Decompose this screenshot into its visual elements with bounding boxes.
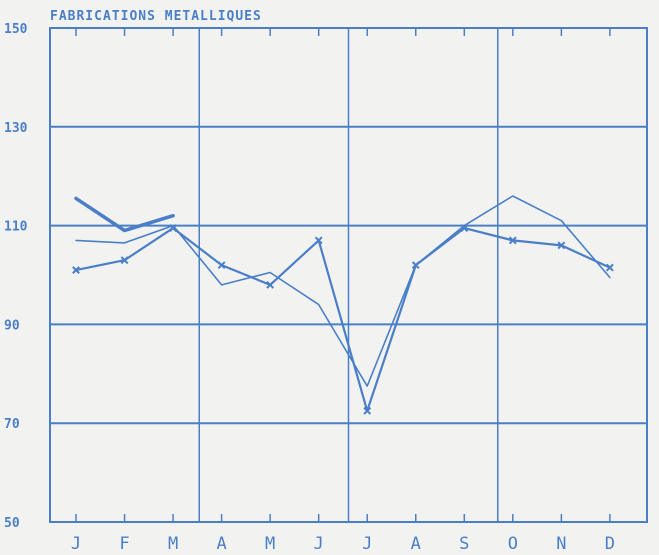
series-3-point xyxy=(605,263,614,272)
y-tick-label: 70 xyxy=(4,417,20,432)
x-tick-label: F xyxy=(119,534,129,554)
series-3-point xyxy=(411,261,420,270)
y-tick-label: 90 xyxy=(4,318,20,333)
x-tick-label: O xyxy=(508,534,518,554)
series-3-point xyxy=(557,241,566,250)
chart-series xyxy=(72,195,614,415)
x-tick-label: J xyxy=(362,534,372,554)
series-3-point xyxy=(363,406,372,415)
x-tick-label: A xyxy=(216,534,226,554)
y-tick-label: 150 xyxy=(4,22,28,37)
y-tick-label: 110 xyxy=(4,220,28,235)
series-3-line xyxy=(74,227,612,412)
series-3-point xyxy=(217,261,226,270)
series-3-point xyxy=(508,236,517,245)
x-tick-label: A xyxy=(411,534,421,554)
x-tick-label: D xyxy=(605,534,615,554)
chart-grid xyxy=(49,27,648,523)
x-tick-label: J xyxy=(71,534,81,554)
x-tick-label: M xyxy=(265,534,275,554)
series-3-point xyxy=(314,236,323,245)
y-tick-label: 130 xyxy=(4,121,28,136)
series-1-line xyxy=(74,196,175,233)
y-axis-ticks: 150 130 110 90 70 50 xyxy=(4,22,28,531)
series-3-point xyxy=(460,224,469,232)
series-3-point xyxy=(169,224,177,232)
x-tick-label: M xyxy=(168,534,178,554)
series-2-line xyxy=(75,195,611,387)
x-tick-label: S xyxy=(459,534,469,554)
series-3-point xyxy=(120,256,129,265)
x-tick-label: J xyxy=(314,534,324,554)
series-3-point xyxy=(266,280,275,289)
chart-title: FABRICATIONS METALLIQUES xyxy=(50,9,262,24)
series-3-point xyxy=(72,266,80,274)
y-tick-label: 50 xyxy=(4,516,20,531)
x-tick-label: N xyxy=(556,534,566,554)
